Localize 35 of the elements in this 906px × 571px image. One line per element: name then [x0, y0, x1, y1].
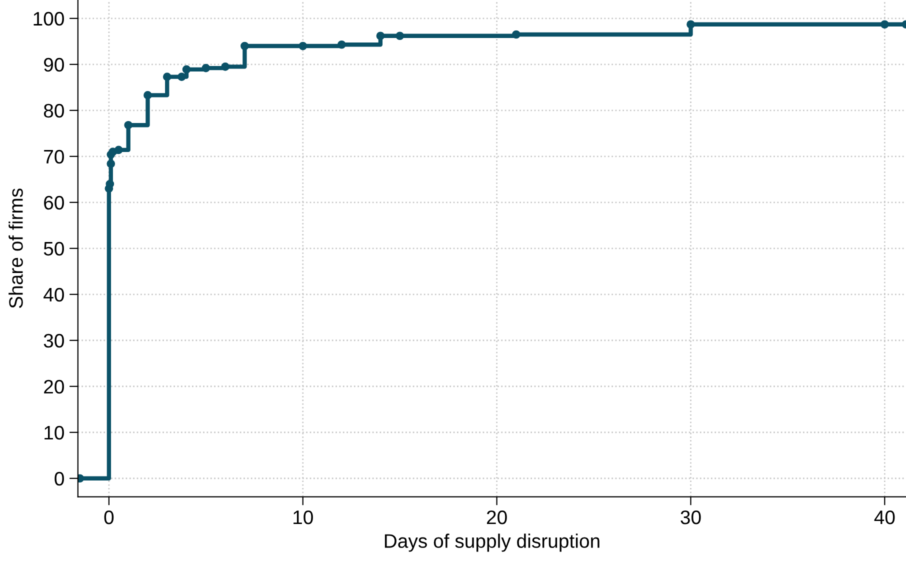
- point: [686, 20, 695, 29]
- point: [162, 72, 172, 81]
- point: [396, 32, 404, 40]
- y-tick-label: 20: [44, 380, 64, 394]
- point: [178, 72, 186, 81]
- point: [337, 40, 346, 49]
- point: [221, 62, 230, 71]
- y-tick-label: 40: [44, 288, 64, 302]
- x-axis-title: Days of supply disruption: [384, 534, 600, 552]
- y-tick-label: 0: [54, 472, 64, 486]
- y-tick-label: 10: [44, 426, 64, 440]
- y-tick-label: 100: [34, 12, 64, 26]
- y-axis-title: Share of firms: [8, 188, 23, 308]
- point: [202, 64, 210, 72]
- x-tick-label: 10: [294, 510, 313, 524]
- x-tick-label: 40: [874, 510, 895, 524]
- point: [144, 91, 152, 100]
- x-tick-label: 30: [680, 510, 701, 524]
- y-tick-label: 60: [44, 196, 64, 210]
- point: [182, 65, 191, 74]
- x-tick-label: 0: [104, 510, 114, 524]
- point: [512, 30, 520, 39]
- x-tick-label: 20: [486, 510, 507, 524]
- point: [240, 42, 249, 50]
- point: [114, 146, 123, 154]
- y-tick-label: 70: [44, 150, 64, 164]
- y-tick-label: 80: [44, 104, 64, 118]
- y-tick-label: 50: [44, 242, 64, 256]
- point: [880, 20, 889, 29]
- point: [106, 160, 116, 168]
- point: [124, 120, 133, 130]
- point: [298, 42, 308, 50]
- y-tick-label: 90: [44, 58, 64, 72]
- y-tick-label: 30: [44, 334, 64, 348]
- point: [376, 32, 385, 40]
